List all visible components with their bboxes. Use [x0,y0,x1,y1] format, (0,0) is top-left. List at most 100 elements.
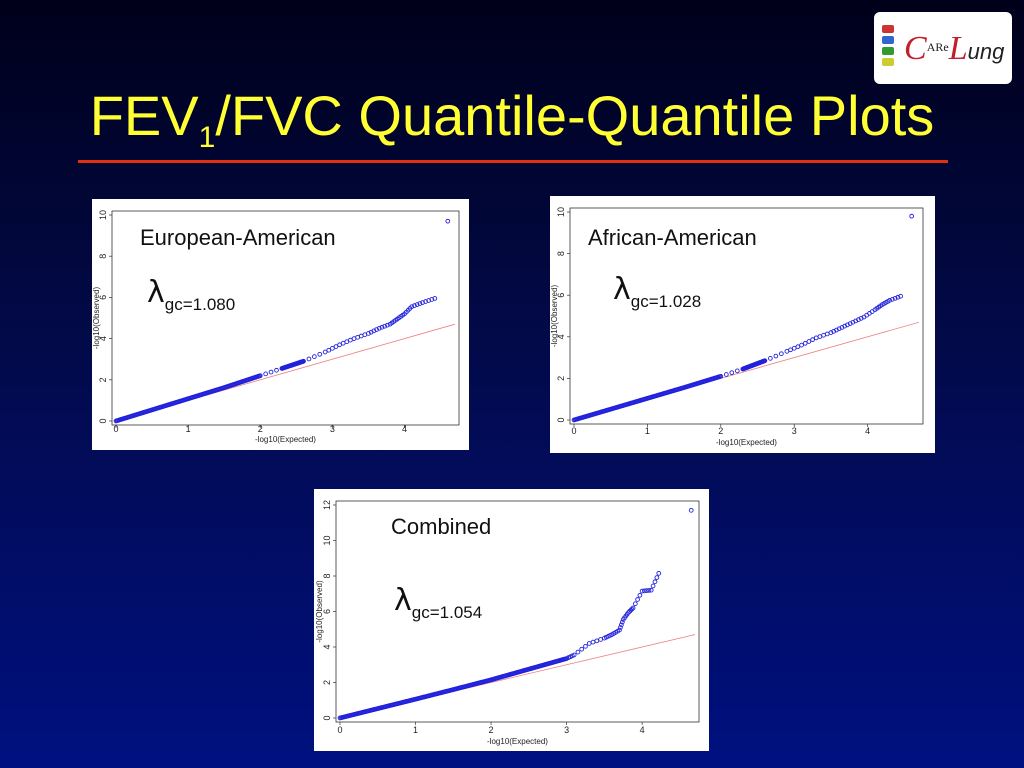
qq-point [652,579,658,585]
qq-point [648,587,654,593]
qq-point [575,649,581,655]
qq-point [773,353,779,359]
qq-point [799,342,804,348]
qq-point [656,570,662,576]
qq-point [898,293,903,299]
qq-point [379,324,385,330]
qq-point [312,354,317,359]
x-axis-label: -log10(Expected) [716,438,777,447]
x-tick-label: 0 [337,725,342,735]
plot-title: European-American [140,225,336,250]
qq-point [632,601,638,607]
qq-point [887,298,892,303]
qq-point [639,588,645,594]
qq-point [729,370,735,376]
qq-point [617,627,622,633]
plot-frame [111,210,460,426]
y-tick-label: 4 [98,336,108,341]
qq-point [368,329,374,335]
y-tick-label: 2 [322,680,332,685]
care-lung-logo: CAReLung [874,12,1012,84]
qq-point [618,625,623,630]
qq-point [326,347,332,353]
y-tick-label: 12 [322,500,332,510]
y-tick-label: 0 [98,418,108,423]
qq-point [718,373,724,379]
x-tick-label: 3 [564,725,569,735]
qq-point [806,339,812,344]
qq-point [257,373,263,379]
qq-plot-combined: 0 1 2 3 4 0 2 4 6 8 10 12 -log10(Expected) -log10(Obs… [314,489,709,751]
y-tick-label: 0 [322,715,332,720]
qq-point [784,349,790,354]
qq-point [274,367,279,373]
lambda-gc-label: λgc=1.054 [394,583,483,622]
x-tick-label: 2 [489,725,494,735]
qq-point [629,606,635,612]
y-axis-label: -log10(Observed) [315,580,324,643]
qq-point [630,605,636,611]
qq-point [382,323,388,329]
y-tick-label: 10 [556,207,566,217]
x-axis-label: -log10(Expected) [255,435,316,444]
logo-wordmark: CAReLung [904,30,1005,67]
x-tick-label: 3 [792,426,797,436]
qq-point [445,218,451,224]
qq-point [810,337,815,343]
y-tick-label: 10 [322,535,332,545]
qq-point [583,643,588,649]
qq-point [598,637,603,642]
qq-point [594,638,600,644]
slide-title: FEV1/FVC Quantile-Quantile Plots [89,84,935,154]
qq-point [762,358,768,364]
x-tick-label: 1 [645,426,650,436]
lambda-gc-label: λgc=1.080 [147,275,236,314]
qq-point [376,325,382,331]
qq-point [385,322,390,328]
qq-point [409,304,415,310]
x-tick-label: 0 [113,424,118,434]
y-axis-label: -log10(Observed) [92,287,101,350]
qq-point [366,331,371,336]
y-tick-label: 8 [556,251,566,256]
qq-point [688,507,694,513]
qq-plot-african-american: 0 1 2 3 4 0 2 4 6 8 10 -log10(Expected) -log10(Obser… [550,196,935,453]
x-tick-label: 4 [640,725,645,735]
y-tick-label: 2 [556,376,566,381]
y-axis-label: -log10(Observed) [550,285,559,348]
qq-point [890,297,895,302]
y-tick-label: 4 [322,644,332,649]
qq-point [635,597,640,602]
y-tick-label: 2 [98,377,108,382]
y-tick-label: 8 [98,254,108,259]
qq-point [650,583,656,589]
plot-frame [569,207,924,425]
x-tick-label: 2 [258,424,263,434]
qq-point [779,351,784,357]
qq-point [414,302,420,307]
qq-point [263,371,269,377]
qq-point [791,345,797,351]
y-tick-label: 6 [322,609,332,614]
y-tick-label: 4 [556,334,566,339]
qq-point [642,588,647,594]
plot-title: African-American [588,225,757,250]
qq-point [795,344,801,350]
y-tick-label: 10 [98,210,108,220]
x-tick-label: 2 [718,426,723,436]
qq-plot-svg: 0 1 2 3 4 0 2 4 6 8 10 -log10(Expected) -log10(Obser… [550,207,924,447]
qq-point [301,358,306,364]
x-tick-label: 4 [865,426,870,436]
qq-point [586,641,592,646]
qq-plot-european-american: 0 1 2 3 4 0 2 4 6 8 10 -log10(Expected) -log10(Obser… [92,199,469,450]
qq-point [268,369,274,375]
qq-point [892,295,898,301]
qq-point [579,646,585,652]
y-tick-label: 8 [322,573,332,578]
x-tick-label: 4 [402,424,407,434]
sponsor-logos-icon [882,22,900,74]
qq-point [322,349,328,355]
plot-title: Combined [391,514,492,539]
qq-point [371,328,377,334]
qq-point [768,356,773,361]
